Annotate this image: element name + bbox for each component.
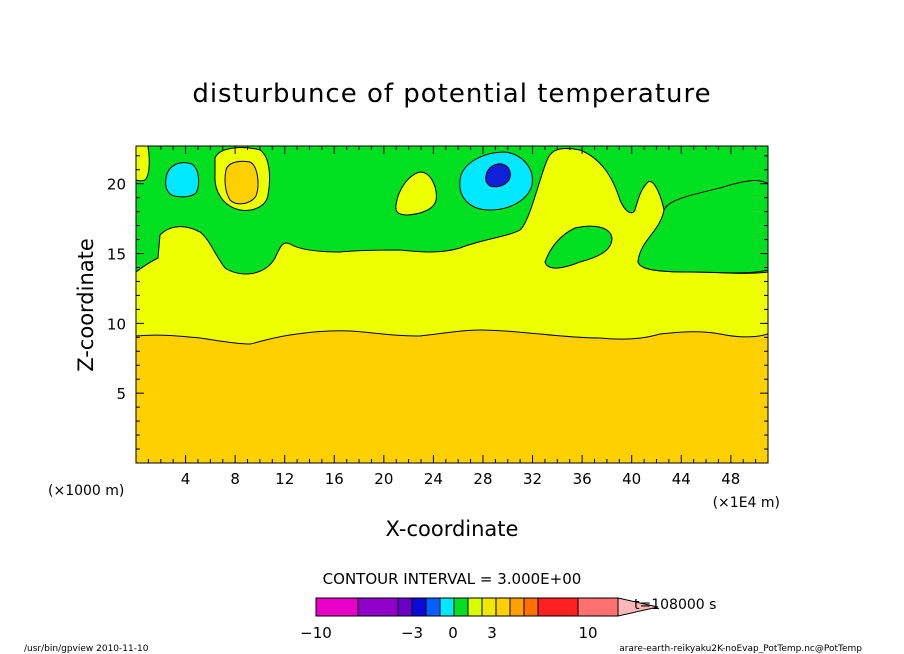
colorbar-segment [357,597,399,617]
region-yellow-blob [395,171,437,216]
colorbar-segment [523,597,539,617]
colorbar-segment [411,597,427,617]
x-tick-label: 8 [230,470,240,488]
colorbar-segment [453,597,469,617]
colorbar-label: −10 [300,624,332,642]
colorbar-segment [397,597,413,617]
x-axis-label: X-coordinate [386,517,519,541]
x-tick-label: 24 [424,470,443,488]
y-tick-label: 20 [107,176,126,194]
region-orange-top [224,160,259,205]
colorbar-segment [425,597,441,617]
colorbar-segment [495,597,511,617]
plot-frame [135,145,769,464]
region-deep-blue [485,163,511,188]
x-tick-label: 40 [622,470,641,488]
x-tick-label: 48 [721,470,740,488]
y-tick-label: 5 [116,385,126,403]
contour-fill-area [136,146,768,463]
contour-interval: CONTOUR INTERVAL = 3.000E+00 [323,570,582,588]
colorbar-arrow [617,597,659,617]
x-unit-left: (×1000 m) [48,483,124,499]
axis-ticks [136,146,768,463]
y-tick-labels: 5 10 15 20 [107,176,126,403]
x-tick-label: 36 [573,470,592,488]
colorbar-label: −3 [401,624,423,642]
colorbar-segment [467,597,483,617]
x-tick-label: 28 [473,470,492,488]
x-tick-label: 12 [275,470,294,488]
region-yellow-corner [136,146,150,182]
colorbar-segment [577,597,619,617]
colorbar-segment [509,597,525,617]
colorbar-segment [481,597,497,617]
x-tick-label: 20 [374,470,393,488]
y-tick-label: 15 [107,246,126,264]
x-unit-right: (×1E4 m) [713,495,780,511]
y-tick-label: 10 [107,315,126,333]
colorbar-segment [439,597,455,617]
colorbar-labels: −10 −3 0 3 10 [300,624,597,642]
region-orange [136,329,768,463]
x-tick-labels: 4 8 12 16 20 24 28 32 36 40 44 48 [181,470,741,488]
chart-title: disturbunce of potential temperature [192,79,711,109]
x-tick-label: 32 [523,470,542,488]
x-tick-label: 16 [325,470,344,488]
colorbar [315,597,659,617]
region-cyan-left [165,162,200,198]
x-tick-label: 4 [181,470,191,488]
colorbar-segment [537,597,579,617]
time-label: t=108000 s [634,597,716,613]
colorbar-label: 10 [578,624,597,642]
colorbar-label: 3 [487,624,497,642]
region-green-pocket [544,225,613,269]
footer-right: arare-earth-reikyaku2K-noEvap_PotTemp.nc… [619,644,862,654]
x-tick-label: 44 [672,470,691,488]
y-axis-label: Z-coordinate [74,238,98,372]
colorbar-label: 0 [448,624,458,642]
colorbar-segment [315,597,359,617]
region-green-right [637,180,768,274]
footer-left: /usr/bin/gpview 2010-11-10 [24,644,149,654]
